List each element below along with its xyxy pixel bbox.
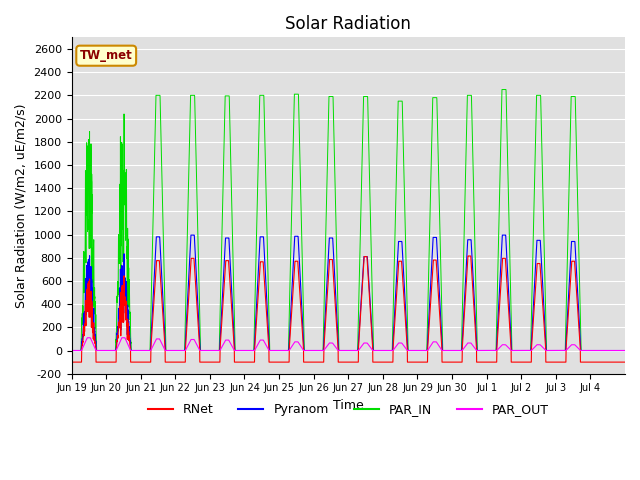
- Line: PAR_IN: PAR_IN: [72, 90, 625, 350]
- Text: TW_met: TW_met: [80, 49, 132, 62]
- Legend: RNet, Pyranom, PAR_IN, PAR_OUT: RNet, Pyranom, PAR_IN, PAR_OUT: [143, 398, 554, 421]
- Line: Pyranom: Pyranom: [72, 235, 625, 350]
- RNet: [464, 253, 472, 259]
- PAR_OUT: [527, 348, 535, 353]
- Pyranom: [187, 232, 195, 238]
- Pyranom: [399, 250, 406, 256]
- Pyranom: [369, 343, 377, 348]
- PAR_IN: [498, 87, 506, 93]
- Title: Solar Radiation: Solar Radiation: [285, 15, 412, 33]
- RNet: [541, 345, 549, 350]
- PAR_IN: [527, 319, 535, 324]
- PAR_IN: [68, 348, 76, 353]
- Pyranom: [527, 342, 535, 348]
- Pyranom: [621, 348, 629, 353]
- X-axis label: Time: Time: [333, 399, 364, 412]
- RNet: [500, 255, 508, 261]
- PAR_OUT: [621, 348, 629, 353]
- PAR_IN: [399, 105, 406, 110]
- PAR_OUT: [369, 348, 377, 353]
- PAR_IN: [182, 277, 190, 283]
- RNet: [399, 271, 406, 277]
- Pyranom: [68, 348, 76, 353]
- Line: PAR_OUT: PAR_OUT: [72, 338, 625, 350]
- RNet: [68, 359, 76, 365]
- PAR_IN: [541, 308, 549, 314]
- PAR_OUT: [541, 348, 549, 353]
- RNet: [369, 346, 376, 352]
- PAR_IN: [500, 87, 508, 93]
- PAR_OUT: [83, 335, 91, 341]
- Pyranom: [541, 337, 549, 343]
- RNet: [527, 359, 535, 365]
- Pyranom: [182, 323, 190, 328]
- RNet: [621, 359, 629, 365]
- PAR_IN: [369, 314, 376, 320]
- Line: RNet: RNet: [72, 256, 625, 362]
- PAR_OUT: [399, 341, 406, 347]
- PAR_OUT: [68, 348, 76, 353]
- PAR_OUT: [500, 342, 508, 348]
- PAR_OUT: [182, 346, 190, 351]
- Pyranom: [500, 232, 508, 238]
- RNet: [182, 333, 190, 339]
- PAR_IN: [621, 348, 629, 353]
- Y-axis label: Solar Radiation (W/m2, uE/m2/s): Solar Radiation (W/m2, uE/m2/s): [15, 103, 28, 308]
